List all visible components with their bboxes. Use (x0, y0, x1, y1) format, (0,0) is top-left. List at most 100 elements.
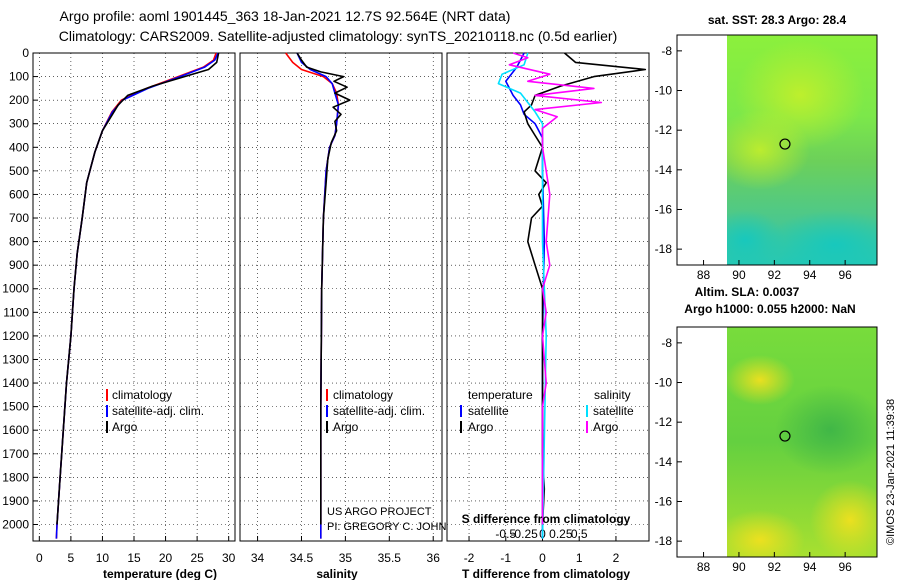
x-tick-label: 2 (613, 551, 620, 565)
map-y-tick-label: -8 (661, 336, 672, 350)
t-difference-x-label: T difference from climatology (462, 567, 630, 580)
legend-s-argo-label: Argo (593, 420, 619, 434)
salinity-lines (285, 52, 351, 539)
sst-warm-patch (727, 110, 810, 190)
s-difference-ticks: -0.5-0.25 0 0.250.5 (495, 527, 587, 541)
legend-argo-label: Argo (112, 420, 138, 434)
y-tick-label: 900 (9, 258, 29, 272)
temperature-panel: 0 5 10 15 20 25 30 0 100 200 300 400 500 600 700 800 90… (2, 46, 235, 580)
y-tick-label: 2000 (2, 517, 29, 531)
imos-timestamp: ©IMOS 23-Jan-2021 11:39:38 (885, 399, 897, 545)
sla-map: Altim. SLA: 0.0037 Argo h1000: 0.055 h20… (655, 285, 878, 574)
x-tick-label: 35 (339, 551, 353, 565)
argo-float-marker (779, 430, 791, 442)
sst-map: sat. SST: 28.3 Argo: 28.4 88 90 92 94 96 -8-… (655, 13, 878, 282)
y-tick-label: 1400 (2, 376, 29, 390)
map-x-tick-label: 90 (732, 268, 746, 282)
s-diff-tick-label: -0.25 (510, 527, 538, 541)
map-y-tick-label: -8 (661, 44, 672, 58)
salinity-x-ticks: 34 34.5 35 35.5 36 (251, 536, 440, 565)
legend-satellite-label: satellite-adj. clim. (112, 404, 204, 418)
s-diff-tick-label: 0.5 (571, 527, 588, 541)
map-x-tick-label: 92 (768, 268, 782, 282)
x-tick-label: 36 (427, 551, 441, 565)
series-line-temperature-argo (523, 52, 647, 525)
temperature-legend: climatology satellite-adj. clim. Argo (106, 388, 204, 434)
difference-plot-frame (446, 52, 650, 542)
pi-credit: PI: GREGORY C. JOHNSON (327, 521, 470, 533)
map-x-tick-label: 90 (732, 560, 746, 574)
y-tick-label: 1900 (2, 494, 29, 508)
map-y-tick-label: -16 (655, 494, 673, 508)
map-y-tick-label: -14 (655, 163, 673, 177)
y-tick-label: 400 (9, 140, 29, 154)
difference-lines (497, 52, 647, 539)
map-y-tick-label: -16 (655, 202, 673, 216)
legend-temperature-heading: temperature (468, 388, 533, 402)
sla-high-patch (810, 480, 877, 557)
temperature-lines (55, 52, 220, 539)
difference-legend: temperature salinity satellite Argo sate… (460, 388, 634, 434)
depth-y-ticks: 0 100 200 300 400 500 600 700 800 900 1000 1100 1200… (2, 46, 38, 531)
x-tick-label: 34.5 (290, 551, 314, 565)
s-difference-axis-label: S difference from climatology (462, 512, 631, 526)
series-line-argo (296, 52, 351, 525)
legend-satellite-label: satellite-adj. clim. (333, 404, 425, 418)
y-tick-label: 700 (9, 211, 29, 225)
x-tick-label: 25 (190, 551, 204, 565)
salinity-panel: 34 34.5 35 35.5 36 salinity climatology sate… (239, 52, 470, 580)
sst-field (727, 35, 877, 265)
map-y-tick-label: -18 (655, 242, 673, 256)
series-line-salinity-argo (508, 52, 603, 525)
x-tick-label: 10 (96, 551, 110, 565)
y-tick-label: 300 (9, 117, 29, 131)
y-tick-label: 800 (9, 235, 29, 249)
temperature-x-label: temperature (deg C) (103, 567, 217, 580)
map-y-tick-label: -14 (655, 455, 673, 469)
x-tick-label: 5 (68, 551, 75, 565)
x-tick-label: -1 (500, 551, 511, 565)
y-tick-label: 1300 (2, 352, 29, 366)
map-x-tick-label: 96 (838, 560, 852, 574)
x-tick-label: 15 (127, 551, 141, 565)
y-tick-label: 1600 (2, 423, 29, 437)
map-x-tick-label: 96 (838, 268, 852, 282)
sla-map-title-line2: Argo h1000: 0.055 h2000: NaN (684, 302, 855, 316)
x-tick-label: 1 (576, 551, 583, 565)
series-line-salinity-satellite (497, 52, 548, 539)
figure-title-line1: Argo profile: aoml 1901445_363 18-Jan-20… (60, 8, 511, 24)
sst-cool-patch (765, 210, 877, 265)
map-y-tick-label: -12 (655, 415, 673, 429)
sst-map-title: sat. SST: 28.3 Argo: 28.4 (708, 13, 847, 27)
sla-map-title-line1: Altim. SLA: 0.0037 (695, 285, 800, 299)
figure-title-line2: Climatology: CARS2009. Satellite-adjuste… (59, 28, 617, 44)
legend-argo-label: Argo (333, 420, 359, 434)
project-credit: US ARGO PROJECT (327, 506, 432, 518)
map-y-tick-label: -10 (655, 84, 673, 98)
y-tick-label: 100 (9, 70, 29, 84)
y-tick-label: 200 (9, 93, 29, 107)
sst-map-frame (676, 34, 878, 266)
y-tick-label: 1000 (2, 282, 29, 296)
legend-climatology-label: climatology (333, 388, 393, 402)
map-x-tick-label: 94 (803, 268, 817, 282)
x-tick-label: 34 (251, 551, 265, 565)
legend-climatology-label: climatology (112, 388, 172, 402)
s-diff-tick-label: 0.25 (549, 527, 573, 541)
x-tick-label: 0 (539, 551, 546, 565)
salinity-x-label: salinity (316, 567, 358, 580)
temperature-x-ticks: 0 5 10 15 20 25 30 (36, 536, 236, 565)
map-y-tick-label: -10 (655, 376, 673, 390)
x-tick-label: 30 (222, 551, 236, 565)
map-y-tick-label: -12 (655, 123, 673, 137)
y-tick-label: 0 (22, 46, 29, 60)
y-tick-label: 1700 (2, 447, 29, 461)
y-tick-label: 600 (9, 187, 29, 201)
y-tick-label: 1800 (2, 470, 29, 484)
series-line-temperature-satellite (504, 52, 546, 539)
legend-salinity-heading: salinity (594, 388, 631, 402)
salinity-legend: climatology satellite-adj. clim. Argo (326, 388, 425, 434)
sla-map-x-ticks: 88 90 92 94 96 (697, 552, 852, 574)
x-tick-label: 20 (159, 551, 173, 565)
